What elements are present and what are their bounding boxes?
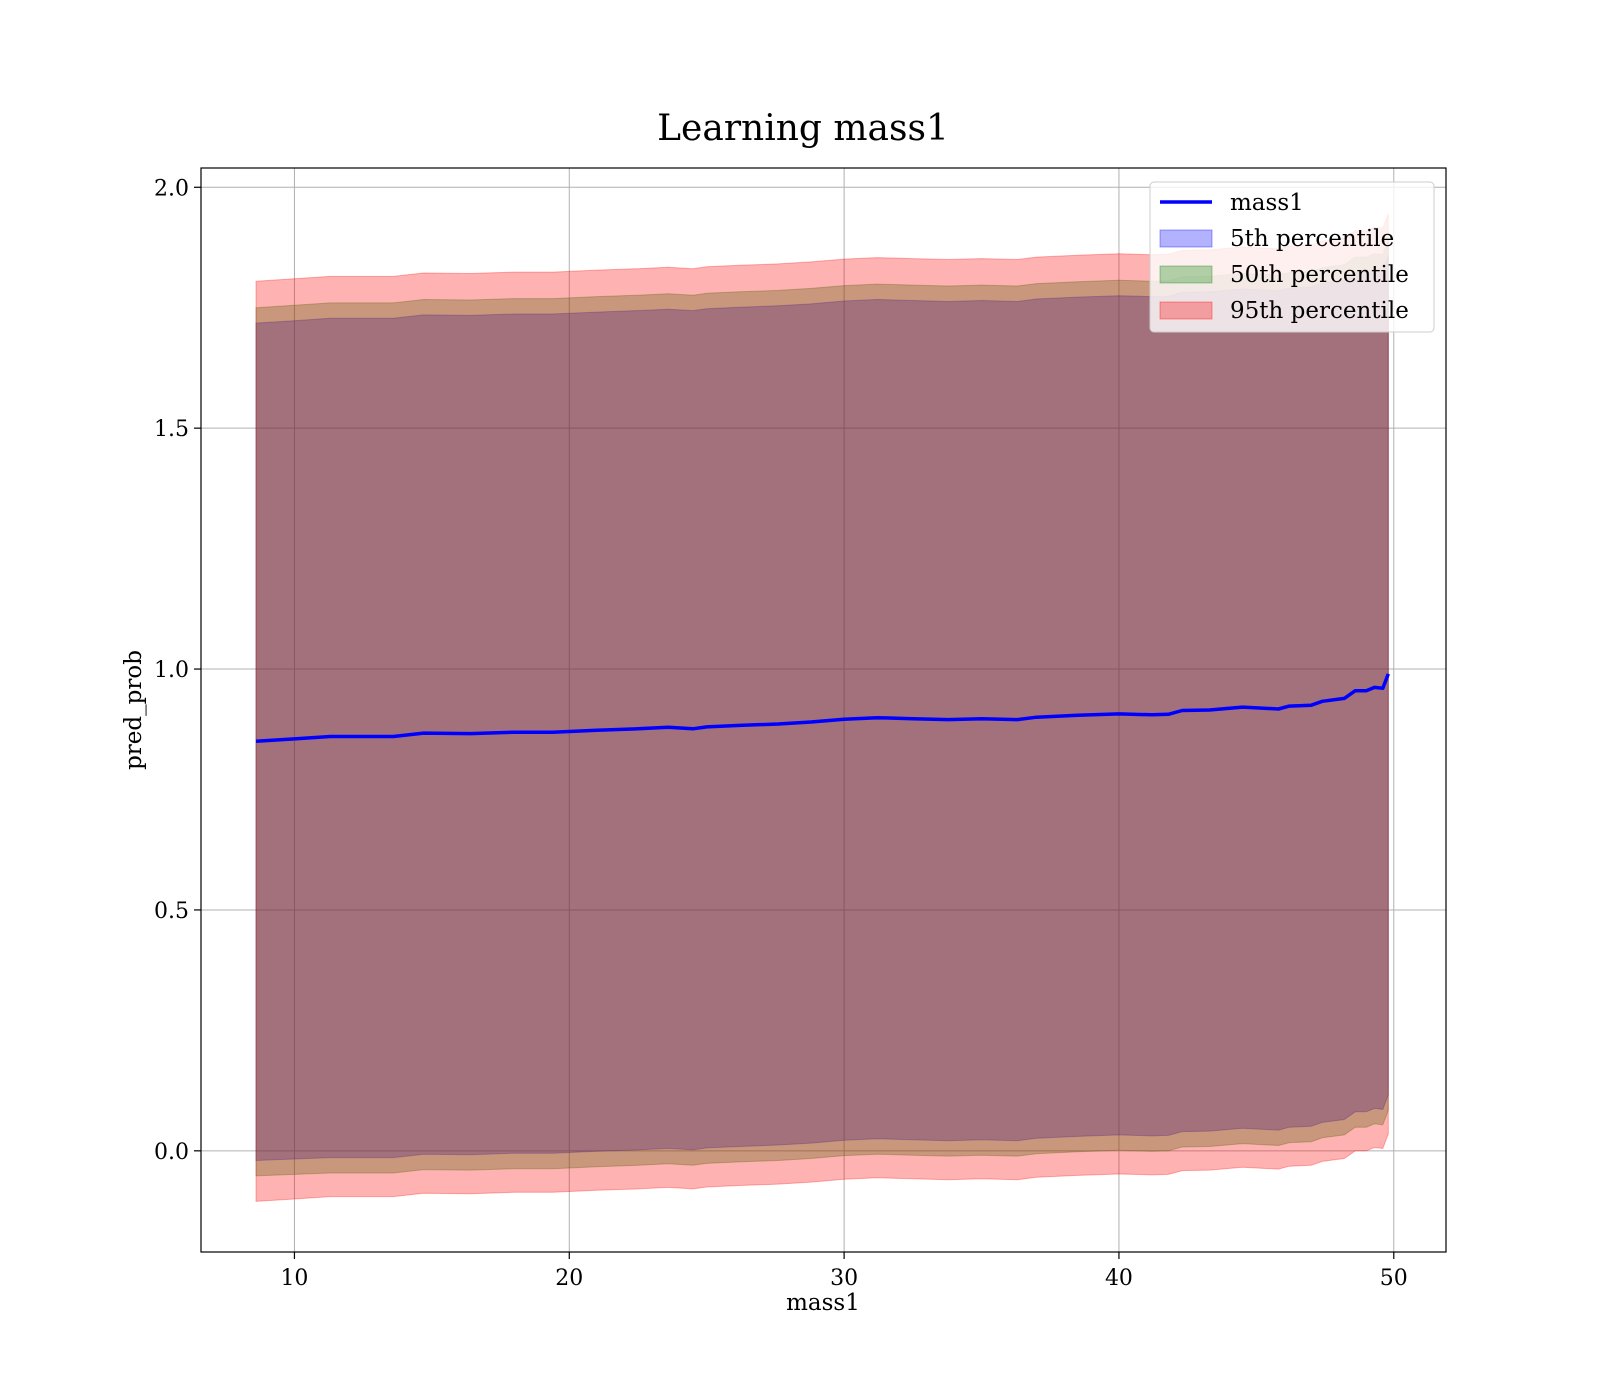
percentile-bands — [255, 213, 1389, 1202]
y-tick-label: 0.5 — [154, 899, 189, 924]
y-tick-label: 0.0 — [154, 1140, 189, 1165]
legend-swatch-95th-percentile — [1159, 301, 1213, 320]
legend-label-5th-percentile: 5th percentile — [1230, 226, 1394, 252]
x-tick-label: 50 — [1380, 1266, 1408, 1291]
line-mass1 — [255, 673, 1390, 744]
y-axis-ticks: 0.0 0.5 1.0 1.5 2.0 — [154, 176, 201, 1165]
legend-label-50th-percentile: 50th percentile — [1230, 262, 1409, 288]
x-axis-label: mass1 — [786, 1290, 860, 1316]
x-axis-ticks: 10 20 30 40 50 — [280, 1252, 1408, 1291]
y-tick-label: 1.0 — [154, 658, 189, 683]
legend-label-95th-percentile: 95th percentile — [1230, 298, 1409, 324]
legend-swatch-5th-percentile — [1159, 229, 1213, 248]
band-50th-percentile — [255, 240, 1389, 1177]
y-tick-label: 1.5 — [154, 417, 189, 442]
series-lines — [255, 673, 1390, 744]
x-tick-label: 20 — [555, 1266, 583, 1291]
legend-box — [1149, 181, 1435, 333]
x-tick-label: 10 — [280, 1266, 308, 1291]
chart-title: Learning mass1 — [657, 108, 949, 149]
plot-frame — [200, 167, 1447, 1253]
x-tick-label: 30 — [830, 1266, 858, 1291]
plot-area — [201, 168, 1446, 1252]
legend-label-mass1: mass1 — [1230, 190, 1304, 216]
x-tick-label: 40 — [1105, 1266, 1133, 1291]
legend-swatch-50th-percentile — [1159, 265, 1213, 284]
band-95th-percentile — [255, 213, 1389, 1202]
grid — [201, 168, 1446, 1252]
legend: mass1 5th percentile 50th percentile 95th p… — [1149, 181, 1435, 333]
band-5th-percentile — [255, 255, 1389, 1162]
y-tick-label: 2.0 — [154, 176, 189, 201]
y-axis-label: pred_prob — [121, 650, 147, 770]
